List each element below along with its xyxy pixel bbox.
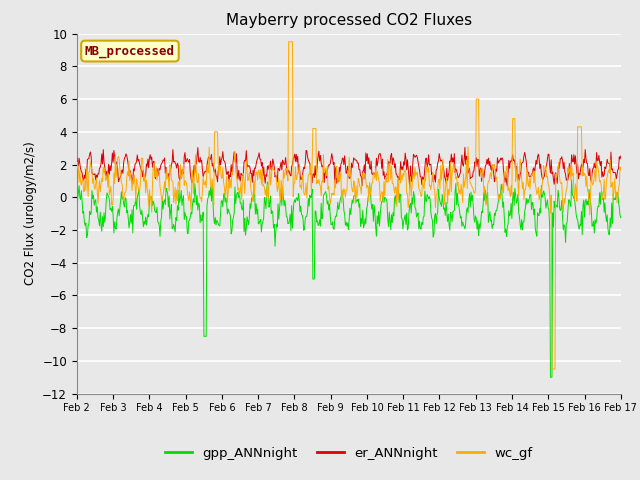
Text: MB_processed: MB_processed <box>85 44 175 58</box>
Title: Mayberry processed CO2 Fluxes: Mayberry processed CO2 Fluxes <box>226 13 472 28</box>
Y-axis label: CO2 Flux (urology/m2/s): CO2 Flux (urology/m2/s) <box>24 142 36 286</box>
Legend: gpp_ANNnight, er_ANNnight, wc_gf: gpp_ANNnight, er_ANNnight, wc_gf <box>160 442 538 465</box>
